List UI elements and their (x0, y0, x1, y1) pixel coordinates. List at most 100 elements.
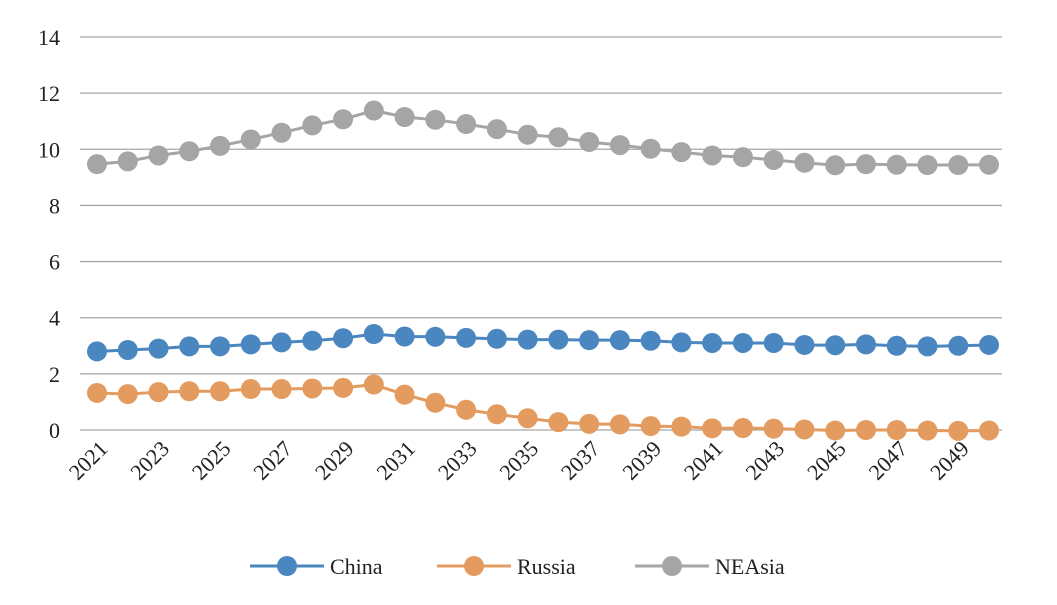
data-point-russia (87, 382, 107, 403)
x-tick-label: 2027 (248, 436, 297, 485)
y-tick-label: 14 (38, 25, 60, 50)
data-point-china (948, 335, 969, 356)
data-point-neasia (825, 155, 846, 176)
data-point-russia (702, 418, 723, 439)
x-axis-tick-labels: 2021 2023 2025 2027 2029 2031 2033 2035 2037 2039… (64, 436, 974, 485)
data-point-china (640, 330, 661, 351)
data-point-neasia (702, 145, 723, 166)
data-point-neasia (732, 147, 753, 168)
series-line-russia (96, 383, 990, 433)
data-point-russia (579, 413, 600, 434)
data-point-neasia (333, 109, 354, 130)
data-point-neasia (763, 149, 784, 170)
x-tick-label: 2031 (371, 436, 420, 485)
data-point-russia (394, 384, 415, 405)
legend: China Russia NEAsia (250, 554, 785, 579)
x-tick-label: 2047 (863, 436, 912, 485)
data-point-russia (179, 381, 200, 402)
data-point-china (87, 341, 107, 362)
data-point-neasia (179, 141, 200, 162)
data-point-china (671, 332, 692, 353)
data-point-russia (917, 420, 938, 441)
data-point-china (302, 330, 323, 351)
data-point-russia (979, 420, 999, 441)
data-point-neasia (117, 151, 138, 172)
data-point-russia (363, 374, 384, 395)
data-point-china (609, 330, 630, 351)
data-point-russia (948, 420, 969, 441)
legend-marker-russia (464, 556, 484, 576)
data-point-russia (486, 404, 507, 425)
x-tick-label: 2045 (802, 436, 851, 485)
data-point-china (179, 336, 200, 357)
series-line-china (96, 332, 990, 353)
data-point-neasia (394, 107, 415, 128)
data-point-neasia (486, 119, 507, 140)
data-point-china (425, 326, 446, 347)
data-point-russia (456, 399, 477, 420)
data-point-china (210, 336, 231, 357)
data-point-china (148, 338, 169, 359)
data-point-china (732, 332, 753, 353)
data-point-china (825, 335, 846, 356)
data-point-neasia (363, 100, 384, 121)
data-point-china (486, 328, 507, 349)
data-point-china (702, 332, 723, 353)
x-tick-label: 2049 (925, 436, 974, 485)
data-point-neasia (87, 154, 107, 175)
x-tick-label: 2035 (494, 436, 543, 485)
data-point-russia (210, 381, 231, 402)
data-point-china (855, 334, 876, 355)
data-point-russia (425, 392, 446, 413)
data-point-china (363, 323, 384, 344)
series-china (87, 323, 999, 362)
data-point-russia (671, 416, 692, 437)
series-line-neasia (96, 109, 990, 167)
data-point-neasia (917, 155, 938, 176)
data-point-china (517, 329, 538, 350)
series-neasia (87, 100, 999, 176)
data-point-neasia (979, 154, 999, 175)
gridlines (80, 36, 1002, 431)
data-point-russia (517, 408, 538, 429)
data-point-neasia (517, 124, 538, 145)
data-point-china (333, 328, 354, 349)
legend-marker-neasia (662, 556, 682, 576)
x-tick-label: 2033 (433, 436, 482, 485)
data-point-neasia (948, 155, 969, 176)
data-point-neasia (794, 152, 815, 173)
data-point-russia (302, 378, 323, 399)
data-point-neasia (548, 127, 569, 148)
data-point-russia (271, 379, 292, 400)
y-tick-label: 2 (49, 362, 60, 387)
data-point-neasia (210, 135, 231, 156)
data-point-neasia (240, 129, 261, 150)
data-point-russia (548, 412, 569, 433)
data-point-china (240, 334, 261, 355)
legend-item-russia: Russia (437, 554, 576, 579)
y-tick-label: 0 (49, 418, 60, 443)
data-point-russia (855, 420, 876, 440)
data-point-neasia (148, 145, 169, 166)
y-tick-label: 6 (49, 250, 60, 275)
legend-label-neasia: NEAsia (715, 554, 785, 579)
data-point-china (917, 336, 938, 357)
x-tick-label: 2039 (617, 436, 666, 485)
data-point-china (794, 334, 815, 355)
x-tick-label: 2037 (556, 436, 605, 485)
data-point-russia (763, 418, 784, 439)
data-point-russia (240, 379, 261, 400)
y-axis-tick-labels: 0 2 4 6 8 10 12 14 (38, 25, 60, 443)
legend-label-china: China (330, 554, 383, 579)
data-point-neasia (640, 138, 661, 159)
legend-item-neasia: NEAsia (635, 554, 785, 579)
y-tick-label: 8 (49, 193, 60, 218)
legend-marker-china (277, 556, 297, 576)
data-point-china (548, 329, 569, 350)
x-tick-label: 2025 (187, 436, 236, 485)
data-point-china (979, 334, 999, 355)
x-tick-label: 2041 (679, 436, 728, 485)
data-point-china (117, 339, 138, 360)
